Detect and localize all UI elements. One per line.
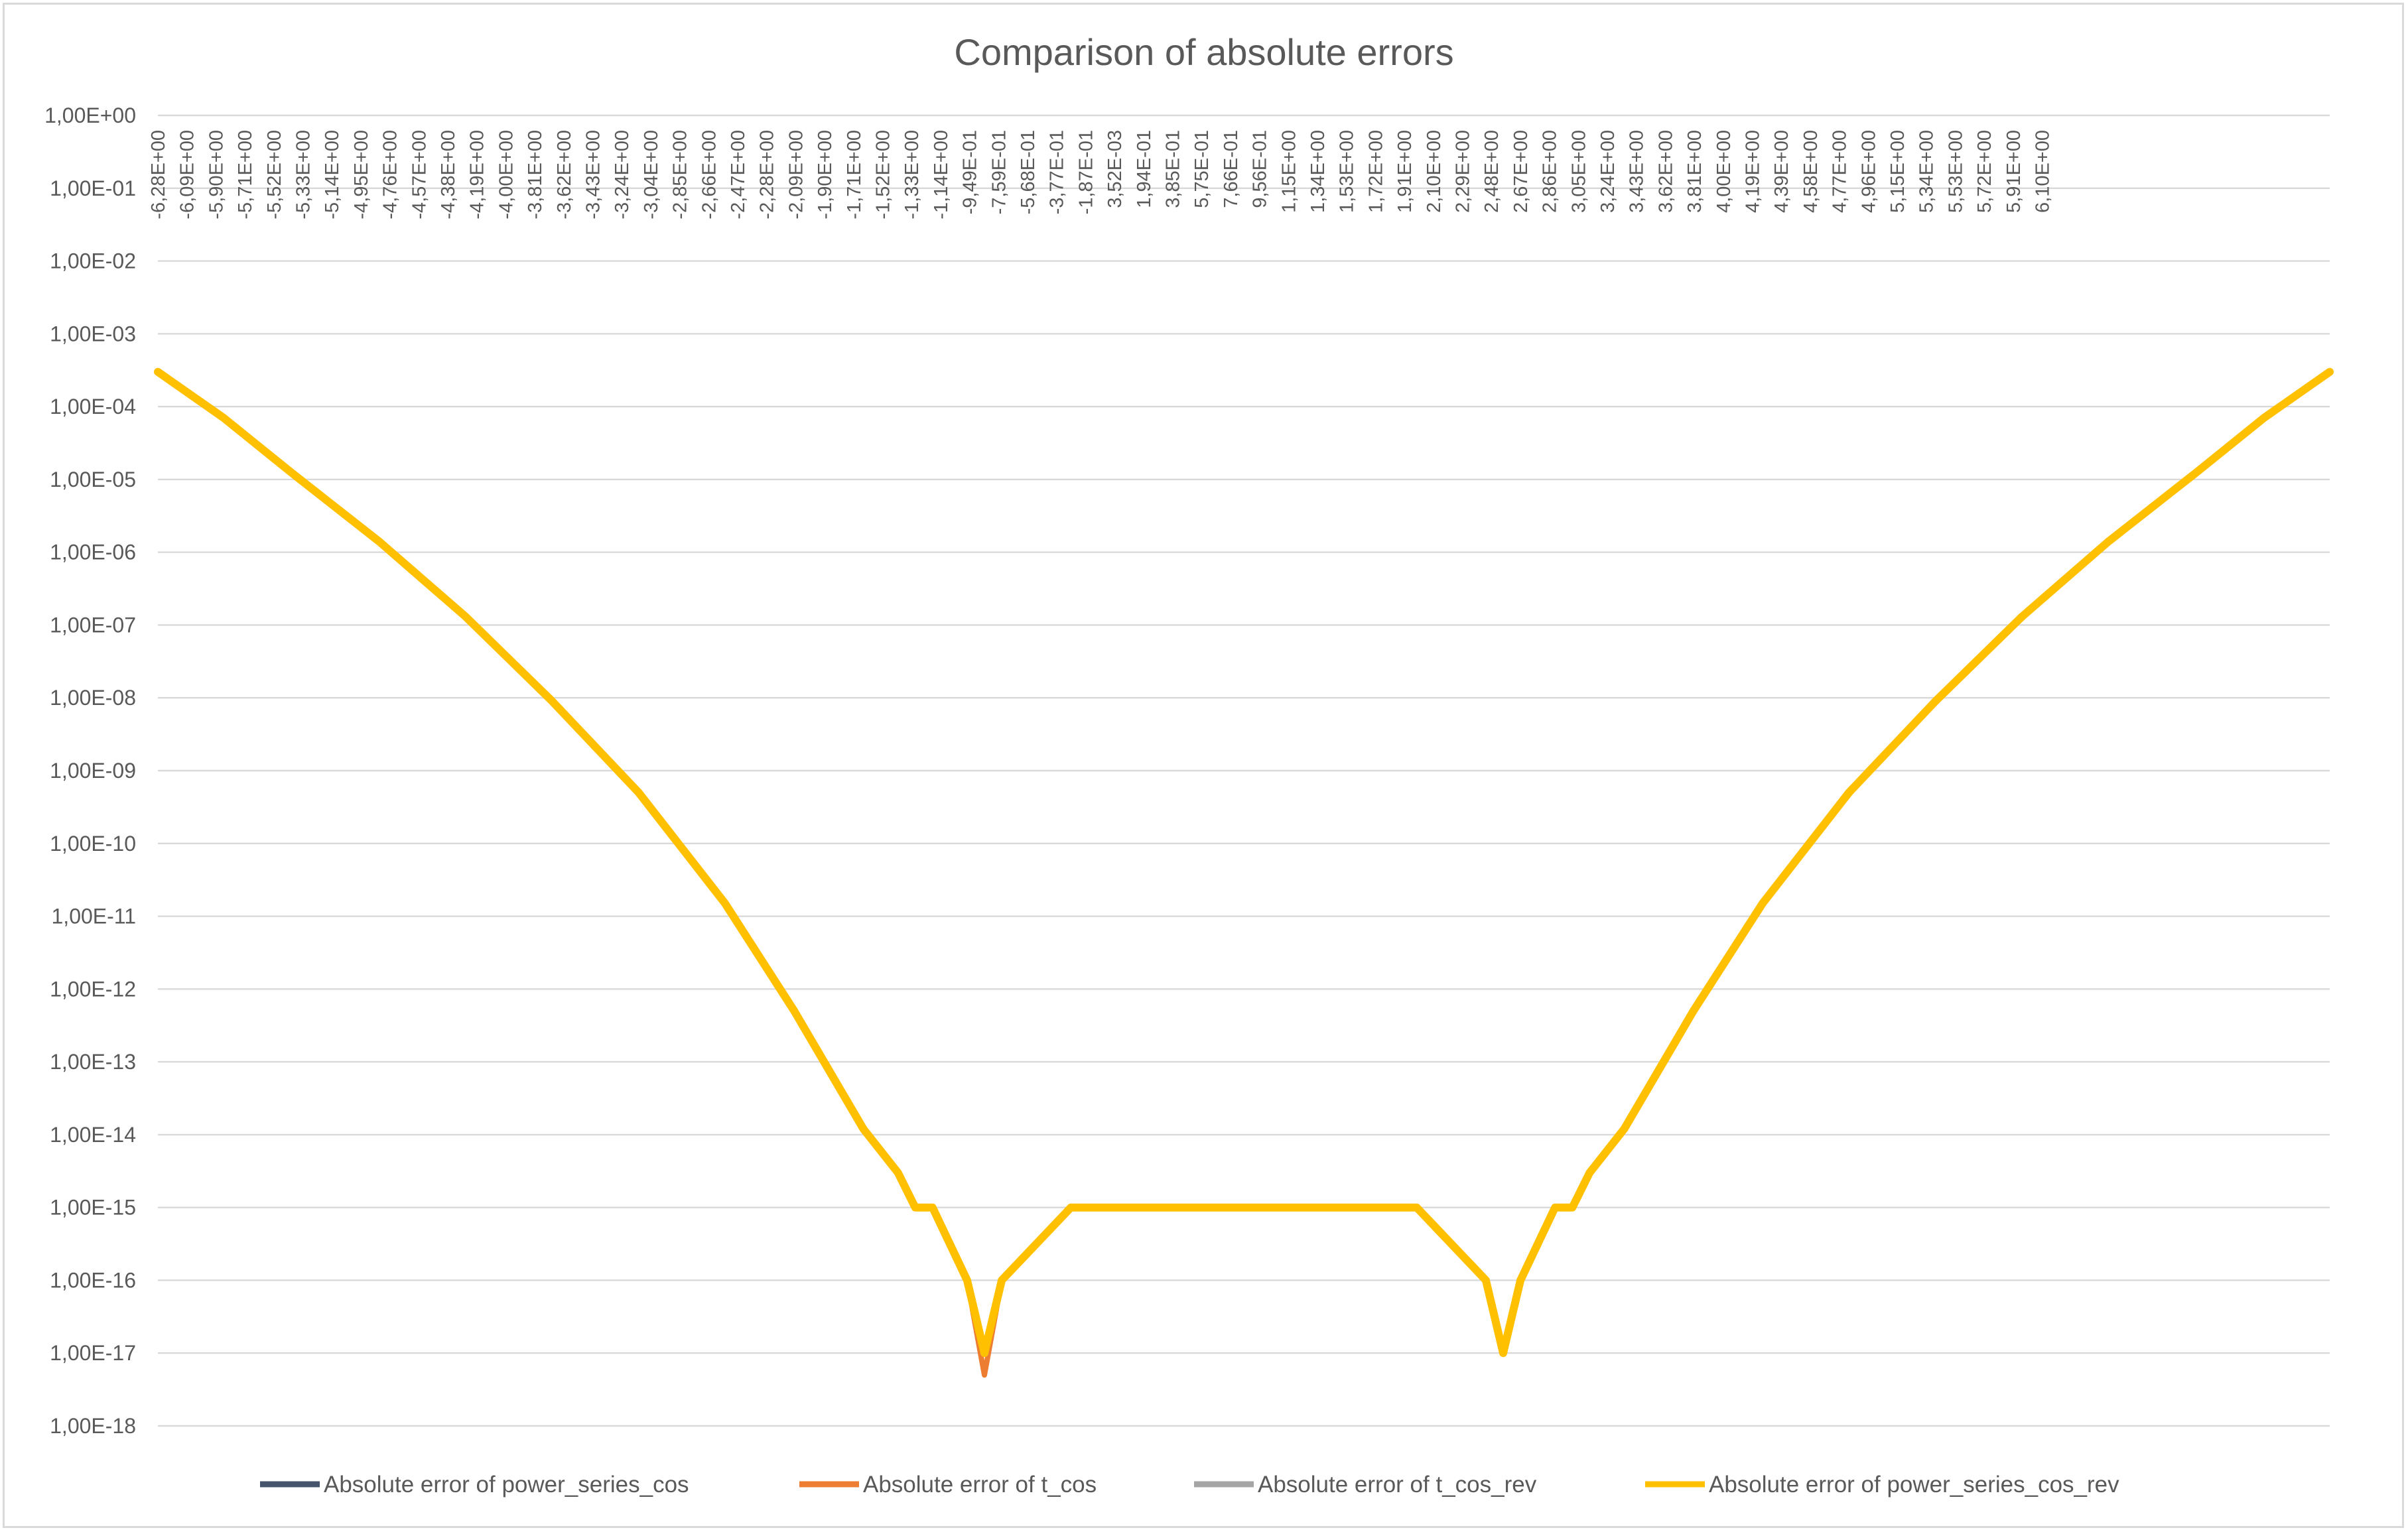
y-tick-label: 1,00E-15	[50, 1196, 136, 1220]
x-tick-label: 5,53E+00	[1945, 130, 1966, 213]
x-tick-label: -3,24E+00	[612, 130, 633, 220]
x-tick-label: 4,77E+00	[1830, 130, 1851, 213]
x-tick-label: -5,68E-01	[1018, 130, 1039, 214]
y-tick-label: 1,00E-10	[50, 832, 136, 856]
x-tick-label: 2,86E+00	[1540, 130, 1561, 213]
x-tick-label: -9,49E-01	[960, 130, 981, 214]
x-tick-label: -2,66E+00	[699, 130, 720, 220]
x-tick-label: -1,71E+00	[844, 130, 865, 220]
x-tick-label: 3,81E+00	[1684, 130, 1706, 213]
x-tick-label: 3,05E+00	[1568, 130, 1589, 213]
x-tick-label: -5,90E+00	[206, 130, 227, 220]
gridlines	[158, 114, 2330, 1427]
y-tick-label: 1,00E-09	[50, 759, 136, 783]
x-tick-label: -5,52E+00	[264, 130, 285, 220]
x-tick-label: 4,00E+00	[1713, 130, 1735, 213]
x-tick-label: 2,67E+00	[1510, 130, 1532, 213]
x-tick-label: -2,47E+00	[728, 130, 749, 220]
y-tick-label: 1,00E-18	[50, 1414, 136, 1438]
y-tick-label: 1,00E-12	[50, 977, 136, 1001]
x-tick-label: 4,39E+00	[1771, 130, 1792, 213]
x-tick-label: 2,10E+00	[1424, 130, 1445, 213]
x-tick-label: 5,72E+00	[1974, 130, 1995, 213]
x-tick-label: -3,04E+00	[641, 130, 662, 220]
x-tick-label: 5,75E-01	[1191, 130, 1213, 208]
x-tick-label: -4,95E+00	[351, 130, 372, 220]
x-tick-label: -3,43E+00	[583, 130, 604, 220]
y-tick-label: 1,00E+00	[44, 103, 136, 127]
legend: Absolute error of power_series_cos Absolu…	[260, 1472, 2119, 1498]
y-tick-label: 1,00E-14	[50, 1123, 136, 1147]
x-tick-label: 2,48E+00	[1481, 130, 1503, 213]
y-tick-label: 1,00E-01	[50, 176, 136, 200]
y-tick-label: 1,00E-07	[50, 613, 136, 637]
x-tick-label: -3,77E-01	[1047, 130, 1068, 214]
x-tick-label: 6,10E+00	[2033, 130, 2054, 213]
legend-label: Absolute error of power_series_cos_rev	[1709, 1472, 2119, 1498]
y-tick-label: 1,00E-05	[50, 468, 136, 491]
x-tick-label: -1,87E-01	[1075, 130, 1097, 214]
series-line-2	[155, 369, 2332, 1378]
y-tick-label: 1,00E-06	[50, 541, 136, 564]
x-tick-label: 1,91E+00	[1394, 130, 1416, 213]
x-tick-label: 4,96E+00	[1858, 130, 1879, 213]
x-tick-label: 5,15E+00	[1887, 130, 1908, 213]
x-tick-label: -4,19E+00	[467, 130, 488, 220]
y-tick-label: 1,00E-13	[50, 1050, 136, 1074]
x-tick-label: 3,85E-01	[1163, 130, 1184, 208]
x-tick-label: -6,09E+00	[177, 130, 198, 220]
legend-label: Absolute error of t_cos	[863, 1472, 1097, 1498]
y-tick-label: 1,00E-17	[50, 1341, 136, 1365]
x-tick-label: -7,59E-01	[988, 130, 1010, 214]
x-tick-label: 1,72E+00	[1365, 130, 1386, 213]
x-tick-label: 1,34E+00	[1307, 130, 1329, 213]
x-axis-tick-labels: -6,28E+00 -6,09E+00 -5,90E+00 -5,71E+00 -5,5…	[148, 130, 2054, 220]
x-tick-label: -4,76E+00	[380, 130, 401, 220]
x-tick-label: -2,85E+00	[670, 130, 691, 220]
x-tick-label: 9,56E-01	[1250, 130, 1271, 208]
legend-label: Absolute error of t_cos_rev	[1258, 1472, 1537, 1498]
x-tick-label: -1,33E+00	[902, 130, 923, 220]
x-tick-label: 4,58E+00	[1800, 130, 1822, 213]
x-tick-label: -1,14E+00	[931, 130, 952, 220]
y-axis-tick-labels: 1,00E+00 1,00E-01 1,00E-02 1,00E-03 1,00E-04…	[44, 103, 136, 1438]
x-tick-label: -5,33E+00	[293, 130, 314, 220]
x-tick-label: 1,53E+00	[1337, 130, 1358, 213]
x-tick-label: -4,57E+00	[409, 130, 430, 220]
x-tick-label: -2,09E+00	[785, 130, 807, 220]
x-tick-label: 3,43E+00	[1627, 130, 1648, 213]
x-tick-label: -4,00E+00	[496, 130, 517, 220]
x-tick-label: 7,66E-01	[1221, 130, 1242, 208]
x-tick-label: 2,29E+00	[1453, 130, 1474, 213]
x-tick-label: 3,62E+00	[1655, 130, 1676, 213]
legend-label: Absolute error of power_series_cos	[324, 1472, 689, 1498]
chart-area	[3, 3, 2404, 1528]
x-tick-label: 1,15E+00	[1278, 130, 1300, 213]
x-tick-label: -6,28E+00	[148, 130, 169, 220]
x-tick-label: 3,24E+00	[1597, 130, 1619, 213]
x-tick-label: -4,38E+00	[438, 130, 459, 220]
x-tick-label: -2,28E+00	[757, 130, 778, 220]
x-tick-label: -5,14E+00	[322, 130, 343, 220]
y-tick-label: 1,00E-02	[50, 249, 136, 273]
y-tick-label: 1,00E-08	[50, 686, 136, 710]
y-tick-label: 1,00E-11	[52, 905, 137, 928]
x-tick-label: -1,90E+00	[815, 130, 836, 220]
series-lines	[154, 367, 2334, 1378]
y-tick-label: 1,00E-03	[50, 322, 136, 346]
x-tick-label: -1,52E+00	[873, 130, 894, 220]
x-tick-label: -3,62E+00	[554, 130, 575, 220]
y-tick-label: 1,00E-04	[50, 395, 136, 418]
chart-title: Comparison of absolute errors	[954, 31, 1453, 73]
y-tick-label: 1,00E-16	[50, 1268, 136, 1292]
x-tick-label: 5,34E+00	[1916, 130, 1938, 213]
x-tick-label: 4,19E+00	[1743, 130, 1764, 213]
x-tick-label: 5,91E+00	[2003, 130, 2025, 213]
x-tick-label: 3,52E-03	[1104, 130, 1126, 208]
x-tick-label: -5,71E+00	[235, 130, 256, 220]
x-tick-label: -3,81E+00	[525, 130, 546, 220]
x-tick-label: 1,94E-01	[1134, 130, 1155, 208]
series-line-4	[154, 367, 2334, 1358]
